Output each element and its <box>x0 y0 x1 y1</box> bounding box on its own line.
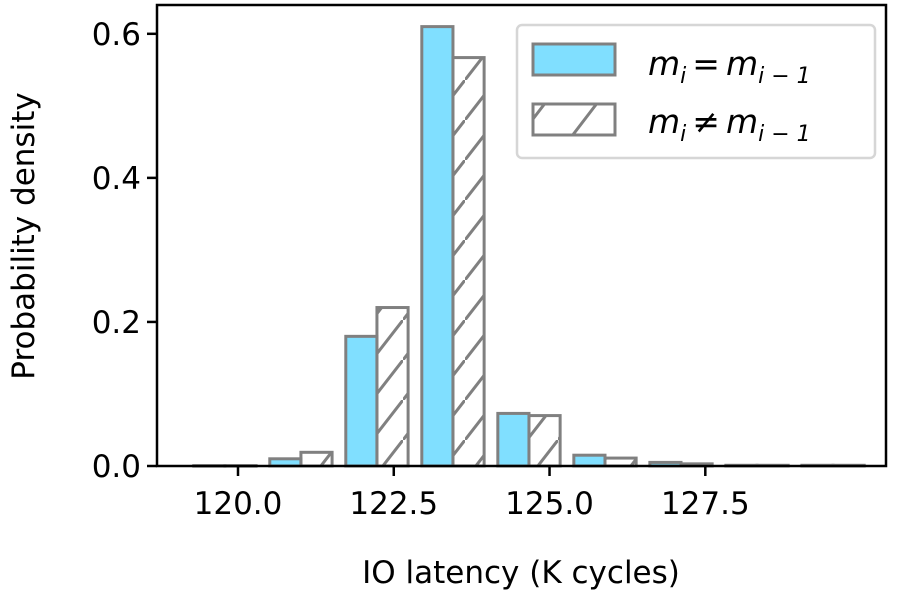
x-tick-label: 125.0 <box>505 486 594 522</box>
bar-hatched-1 <box>299 450 334 468</box>
bar-hatched-3 <box>451 56 486 468</box>
bars-group <box>192 25 866 468</box>
plot-frame <box>155 3 888 468</box>
y-tick-label: 0.6 <box>92 17 141 53</box>
legend: mi = mi − 1 mi ≠ mi − 1 <box>515 23 877 160</box>
x-tick-label: 127.5 <box>661 486 750 522</box>
axes <box>155 3 888 468</box>
legend-label-equal: mi = mi − 1 <box>648 44 811 89</box>
legend-swatch-hatched <box>531 102 617 137</box>
x-axis-label: IO latency (K cycles) <box>362 555 680 591</box>
bar-hatched-2 <box>375 306 410 468</box>
y-ticks: 0.0 0.2 0.4 0.6 <box>92 17 157 485</box>
bar-hatched-4 <box>527 414 562 468</box>
x-ticks: 120.0 122.5 125.0 127.5 <box>194 466 750 522</box>
bar-solid-2 <box>344 334 379 468</box>
legend-label-notequal: mi ≠ mi − 1 <box>648 102 811 147</box>
y-tick-label: 0.2 <box>92 305 141 341</box>
y-tick-label: 0.0 <box>92 449 141 485</box>
x-tick-label: 122.5 <box>349 486 438 522</box>
x-tick-label: 120.0 <box>194 486 283 522</box>
y-axis-label: Probability density <box>6 92 42 379</box>
bar-solid-4 <box>496 411 531 468</box>
legend-swatch-solid <box>531 42 617 77</box>
bar-solid-5 <box>572 453 607 468</box>
bar-solid-3 <box>420 25 455 468</box>
y-tick-label: 0.4 <box>92 161 141 197</box>
